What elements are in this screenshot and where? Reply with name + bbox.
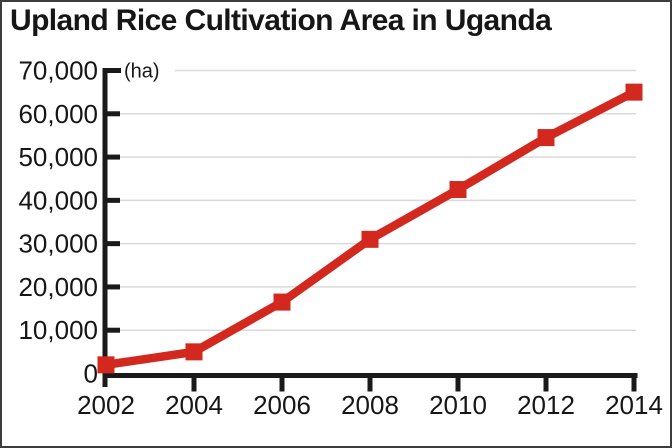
y-tick <box>107 284 120 290</box>
y-tick-label: 70,000 <box>18 56 98 86</box>
x-tick <box>191 375 197 392</box>
x-tick-label: 2010 <box>429 390 487 420</box>
y-tick-label: 30,000 <box>18 229 98 259</box>
y-tick-label: 60,000 <box>18 99 98 129</box>
chart-title: Upland Rice Cultivation Area in Uganda <box>10 4 552 37</box>
y-axis <box>102 68 108 387</box>
x-tick-label: 2004 <box>165 390 223 420</box>
data-point-marker <box>185 343 203 361</box>
y-tick <box>107 111 120 117</box>
y-tick-label: 0 <box>84 359 98 389</box>
y-tick-label: 20,000 <box>18 272 98 302</box>
data-point-marker <box>625 83 643 101</box>
x-tick-label: 2008 <box>341 390 399 420</box>
x-tick <box>279 375 285 392</box>
data-point-marker <box>537 129 555 147</box>
series-line <box>105 88 636 370</box>
x-tick-label: 2012 <box>517 390 575 420</box>
x-tick <box>631 375 637 392</box>
data-point-marker <box>273 293 291 311</box>
data-point-marker <box>97 356 115 374</box>
y-tick <box>107 327 120 333</box>
x-tick <box>367 375 373 392</box>
x-tick <box>455 375 461 392</box>
y-axis-unit-label: (ha) <box>124 61 160 83</box>
x-tick-label: 2002 <box>77 390 135 420</box>
x-tick <box>543 375 549 392</box>
y-tick-label: 10,000 <box>18 315 98 345</box>
y-tick-label: 40,000 <box>18 185 98 215</box>
x-tick-label: 2006 <box>253 390 311 420</box>
data-point-marker <box>449 181 467 199</box>
y-tick <box>107 197 120 203</box>
y-tick <box>107 241 120 247</box>
y-tick-label: 50,000 <box>18 142 98 172</box>
data-point-marker <box>361 230 379 248</box>
x-tick-label: 2014 <box>605 390 663 420</box>
y-tick <box>107 154 120 160</box>
y-tick <box>105 68 121 73</box>
